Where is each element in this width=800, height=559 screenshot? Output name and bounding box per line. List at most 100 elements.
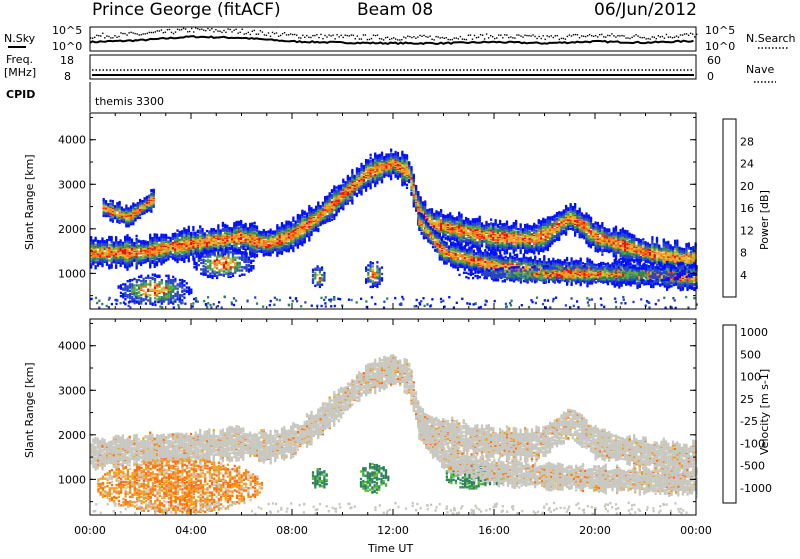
power-data (90, 148, 698, 310)
data-cell (478, 215, 481, 219)
nsearch-point (665, 33, 668, 36)
nsearch-point (352, 34, 354, 36)
data-cell (376, 165, 379, 168)
data-cell (569, 210, 572, 214)
data-cell (505, 224, 509, 227)
data-cell (546, 219, 549, 222)
data-cell (424, 216, 427, 219)
nsearch-point (154, 31, 156, 33)
data-cell (240, 219, 243, 223)
nsearch-point (112, 37, 114, 39)
data-cell (412, 204, 415, 207)
data-cell (133, 252, 136, 256)
data-cell (101, 249, 104, 252)
data-cell (530, 245, 534, 248)
data-cell (340, 192, 343, 195)
nsearch-point (191, 27, 193, 30)
data-cell (308, 238, 311, 241)
data-cell (344, 199, 347, 203)
data-cell (374, 183, 377, 187)
nsearch-point (500, 34, 502, 36)
data-cell (121, 245, 124, 248)
data-cell (369, 183, 372, 186)
data-cell (387, 174, 390, 177)
data-cell (265, 245, 268, 248)
data-cell (458, 241, 461, 244)
nsearch-point (475, 37, 478, 39)
nsearch-point (207, 27, 209, 30)
data-cell (169, 236, 172, 240)
nsearch-point (178, 29, 181, 31)
data-cell (294, 234, 297, 237)
data-cell (233, 231, 236, 234)
data-cell (194, 231, 197, 234)
data-cell (96, 257, 99, 260)
nsearch-point (657, 35, 659, 37)
data-cell (474, 218, 477, 221)
data-cell (151, 250, 154, 254)
data-cell (228, 231, 231, 235)
nsearch-point (591, 35, 593, 37)
data-cell (301, 243, 304, 247)
data-cell (167, 240, 170, 243)
data-cell (544, 222, 547, 225)
data-cell (417, 207, 420, 210)
nsearch-point (324, 34, 326, 37)
data-cell (533, 222, 536, 226)
data-cell (380, 160, 384, 163)
data-cell (342, 204, 345, 207)
data-cell (435, 221, 438, 224)
data-cell (505, 220, 509, 223)
data-cell (535, 242, 538, 245)
data-cell (526, 231, 529, 234)
data-cell (560, 211, 563, 214)
data-cell (249, 244, 252, 247)
data-cell (365, 185, 368, 188)
nsearch-point (540, 37, 542, 40)
data-cell (537, 219, 540, 222)
nsearch-point (227, 28, 229, 30)
data-cell (392, 156, 395, 159)
data-cell (392, 153, 395, 156)
nsearch-point (368, 38, 371, 41)
data-cell (194, 233, 197, 236)
data-cell (369, 156, 372, 159)
nsearch-point (673, 36, 676, 38)
data-cell (130, 263, 134, 266)
data-cell (342, 194, 345, 197)
data-cell (451, 232, 454, 236)
data-cell (333, 185, 336, 188)
data-cell (158, 236, 161, 239)
data-cell (496, 246, 499, 249)
data-cell (212, 235, 215, 239)
data-cell (476, 217, 479, 221)
data-cell (505, 243, 509, 246)
data-cell (333, 187, 336, 190)
data-cell (165, 258, 168, 261)
data-cell (465, 220, 468, 224)
nsearch-point (247, 31, 249, 34)
data-cell (165, 246, 168, 249)
data-cell (385, 163, 388, 166)
data-cell (203, 248, 206, 251)
nsearch-point (582, 35, 585, 37)
data-cell (171, 232, 174, 236)
data-cell (460, 224, 463, 227)
data-cell (555, 217, 559, 221)
nsearch-point (556, 34, 558, 37)
data-cell (437, 224, 440, 227)
data-cell (342, 178, 345, 181)
data-cell (517, 239, 520, 243)
data-cell (219, 239, 222, 242)
data-cell (369, 167, 372, 170)
data-cell (474, 242, 477, 245)
nsearch-point (677, 36, 680, 38)
data-cell (205, 233, 209, 237)
data-cell (237, 237, 240, 240)
data-cell (174, 238, 177, 241)
data-cell (153, 239, 156, 242)
data-cell (92, 257, 95, 260)
data-cell (340, 186, 343, 189)
nsearch-point (463, 38, 466, 41)
data-cell (215, 247, 218, 250)
